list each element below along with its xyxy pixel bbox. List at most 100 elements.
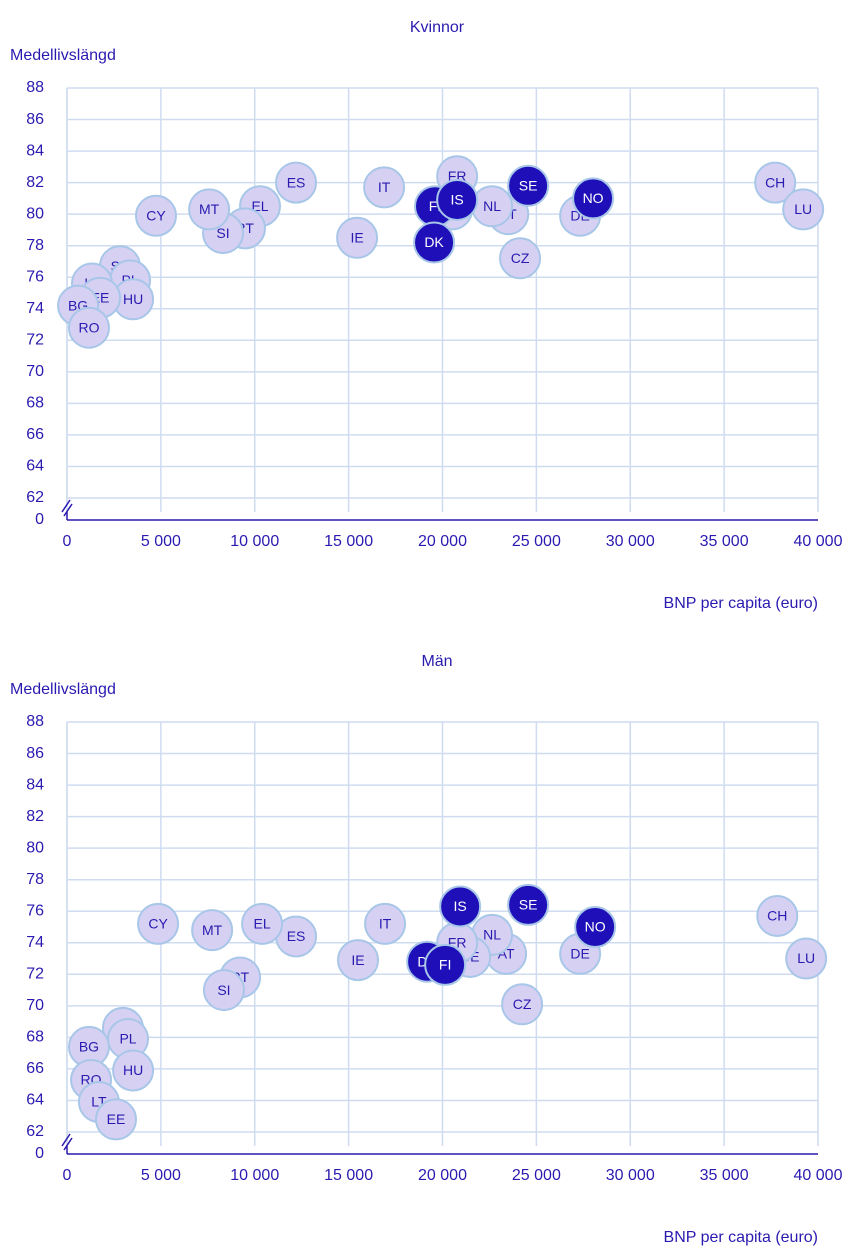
data-point <box>574 906 617 948</box>
point-label: IS <box>451 192 464 208</box>
y-tick-label: 72 <box>26 966 44 983</box>
point-label: LU <box>797 950 815 966</box>
y-tick-label: 70 <box>26 997 44 1014</box>
x-tick-label: 5 000 <box>141 1167 181 1184</box>
data-point <box>337 939 380 982</box>
y-tick-label: 78 <box>26 237 44 254</box>
point-label: EL <box>254 916 271 932</box>
y-tick-label: 0 <box>35 511 44 528</box>
point-label: EL <box>251 198 268 214</box>
y-tick-label: 84 <box>26 776 44 793</box>
y-tick-label: 74 <box>26 934 44 951</box>
point-label: EE <box>107 1111 126 1127</box>
point-label: SI <box>217 982 230 998</box>
point-label: SI <box>216 225 229 241</box>
axis-break <box>63 1137 73 1151</box>
data-point <box>67 306 110 349</box>
x-tick-label: 40 000 <box>794 533 843 550</box>
data-point <box>499 237 542 280</box>
chart-title: Kvinnor <box>410 19 465 36</box>
data-point <box>137 902 180 945</box>
y-tick-label: 76 <box>26 268 44 285</box>
x-tick-label: 35 000 <box>700 533 749 550</box>
data-point <box>364 902 407 945</box>
x-tick-label: 40 000 <box>794 1167 843 1184</box>
y-tick-label: 0 <box>35 1145 44 1162</box>
y-tick-label: 64 <box>26 1092 44 1109</box>
point-label: IT <box>379 916 392 932</box>
chart-title: Män <box>421 653 452 670</box>
point-label: HU <box>123 291 143 307</box>
point-label: CZ <box>513 996 532 1012</box>
x-tick-label: 35 000 <box>700 1167 749 1184</box>
data-point <box>202 969 245 1012</box>
data-point <box>95 1098 138 1141</box>
data-point <box>336 216 379 259</box>
point-label: PL <box>119 1031 136 1047</box>
data-point <box>501 983 544 1026</box>
y-axis-label: Medellivslängd <box>10 681 116 698</box>
point-label: IE <box>350 230 363 246</box>
point-label: CY <box>148 916 168 932</box>
x-tick-label: 15 000 <box>324 1167 373 1184</box>
y-tick-label: 76 <box>26 902 44 919</box>
y-tick-label: 62 <box>26 489 44 506</box>
x-axis-label: BNP per capita (euro) <box>664 1229 818 1246</box>
point-label: CY <box>146 207 166 223</box>
axis-break <box>61 499 71 513</box>
point-label: LU <box>794 201 812 217</box>
point-label: NL <box>483 198 501 214</box>
axis-break <box>63 503 73 517</box>
data-point <box>188 188 231 231</box>
y-tick-label: 68 <box>26 395 44 412</box>
point-label: NO <box>583 190 604 206</box>
point-label: IT <box>378 179 391 195</box>
data-point <box>439 885 482 928</box>
point-label: CZ <box>511 250 530 266</box>
x-tick-label: 10 000 <box>230 1167 279 1184</box>
data-point <box>785 937 828 980</box>
point-label: RO <box>78 319 99 335</box>
x-axis-label: BNP per capita (euro) <box>664 595 818 612</box>
y-tick-label: 78 <box>26 871 44 888</box>
y-tick-label: 80 <box>26 205 44 222</box>
x-tick-label: 25 000 <box>512 1167 561 1184</box>
point-label: DE <box>570 946 589 962</box>
data-point <box>191 909 234 952</box>
data-point <box>112 1049 155 1092</box>
data-point <box>507 883 550 926</box>
x-tick-label: 20 000 <box>418 1167 467 1184</box>
x-tick-label: 0 <box>63 533 72 550</box>
x-tick-label: 30 000 <box>606 1167 655 1184</box>
data-point <box>507 164 550 207</box>
x-tick-label: 15 000 <box>324 533 373 550</box>
point-label: IE <box>351 952 364 968</box>
point-label: ES <box>287 928 306 944</box>
point-label: CH <box>765 174 785 190</box>
data-point <box>275 161 318 204</box>
y-tick-label: 74 <box>26 300 44 317</box>
y-tick-label: 64 <box>26 458 44 475</box>
y-tick-label: 70 <box>26 363 44 380</box>
point-label: MT <box>202 922 223 938</box>
y-tick-label: 62 <box>26 1123 44 1140</box>
y-tick-label: 86 <box>26 745 44 762</box>
y-tick-label: 88 <box>26 713 44 730</box>
point-label: SE <box>519 177 538 193</box>
x-tick-label: 10 000 <box>230 533 279 550</box>
y-tick-label: 82 <box>26 808 44 825</box>
y-tick-label: 80 <box>26 839 44 856</box>
point-label: NO <box>585 919 606 935</box>
point-label: DK <box>424 234 444 250</box>
x-tick-label: 0 <box>63 1167 72 1184</box>
y-tick-label: 84 <box>26 142 44 159</box>
point-label: ES <box>287 174 306 190</box>
x-tick-label: 20 000 <box>418 533 467 550</box>
y-tick-label: 86 <box>26 111 44 128</box>
data-point <box>424 943 467 986</box>
point-label: HU <box>123 1062 143 1078</box>
x-tick-label: 5 000 <box>141 533 181 550</box>
data-point <box>134 194 177 237</box>
data-point <box>572 177 615 220</box>
x-tick-label: 30 000 <box>606 533 655 550</box>
